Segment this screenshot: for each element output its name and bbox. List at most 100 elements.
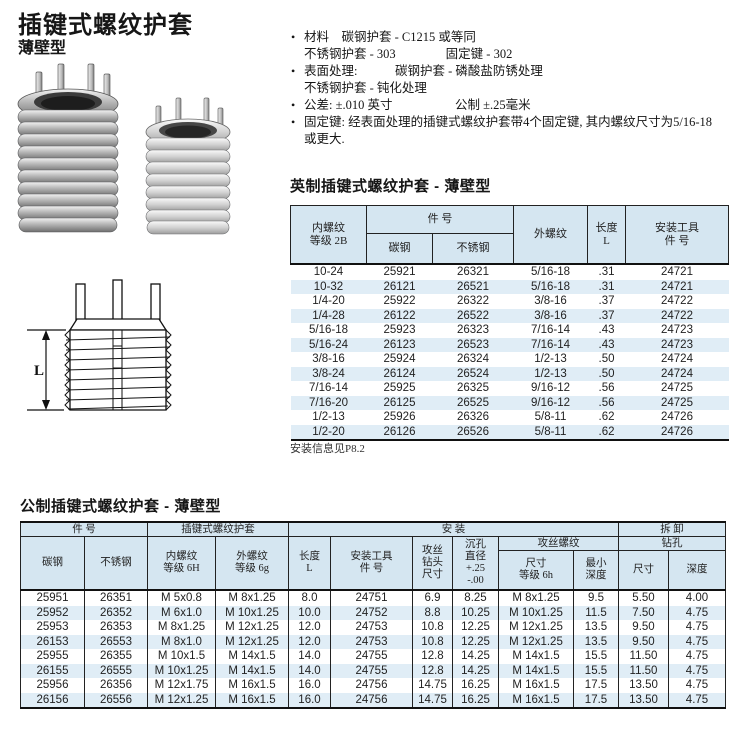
table-cell: 17.5 <box>573 692 619 709</box>
table-cell: 26556 <box>84 692 148 709</box>
table-row: 25955 26355 M 10x1.5 M 14x1.5 14.0 24755 12.8 1… <box>20 649 726 664</box>
table-cell: 24725 <box>661 382 693 395</box>
table-cell: 24752 <box>330 605 413 620</box>
l-dimension-label: L <box>34 363 44 379</box>
table-cell: 26323 <box>457 324 489 337</box>
table-cell: 7/16-14 <box>530 324 570 337</box>
table-cell: .37 <box>587 308 626 323</box>
table-cell: 24724 <box>661 353 693 366</box>
table-cell: 25951 <box>20 589 85 606</box>
table-cell: 9/16-12 <box>513 395 588 410</box>
table-cell: 24723 <box>625 337 729 352</box>
table-row: 25951 26351 M 5x0.8 M 8x1.25 8.0 24751 6.9 8.25… <box>20 589 726 606</box>
table-cell: 1/4-20 <box>312 295 345 308</box>
table-cell: 3/8-16 <box>513 308 588 323</box>
table-cell: 8.0 <box>288 589 331 606</box>
table-cell: .31 <box>587 263 626 280</box>
column-header: 尺寸 等级 6h <box>498 550 574 591</box>
column-header: 沉孔 直径 +.25 -.00 <box>452 536 499 591</box>
bullet-dot: • <box>291 64 296 78</box>
table-cell: M 12x1.25 <box>147 692 216 709</box>
table-cell: 1/4-28 <box>290 308 367 323</box>
table-cell: 26324 <box>457 353 489 366</box>
table-row: 25953 26353 M 8x1.25 M 12x1.25 12.0 24753 10.8… <box>20 620 726 635</box>
column-header: 最小 深度 <box>573 550 619 591</box>
table-cell: 9/16-12 <box>530 382 570 395</box>
bullet-dot: • <box>291 98 296 112</box>
table-cell: 26322 <box>457 295 489 308</box>
table-cell: 11.50 <box>618 649 669 664</box>
table-cell: 1/2-13 <box>534 353 567 366</box>
table-cell: 4.75 <box>668 663 726 678</box>
table-cell: 26326 <box>457 411 489 424</box>
table-cell: 26523 <box>432 337 514 352</box>
table-row: 7/16-14 25925 26325 9/16-12 .56 24725 <box>291 381 729 396</box>
table-cell: 7.50 <box>618 605 669 620</box>
dimension-diagram: L <box>27 279 172 411</box>
table-cell: 3/8-16 <box>312 353 345 366</box>
table-cell: 12.0 <box>288 634 331 649</box>
table-cell: 11.5 <box>573 605 619 620</box>
table-cell: M 16x1.5 <box>498 678 574 693</box>
table-cell: 26155 <box>20 663 85 678</box>
table-cell: M 16x1.5 <box>215 692 289 709</box>
table-cell: 5/8-11 <box>513 424 588 441</box>
table-cell: 24726 <box>661 411 693 424</box>
table-cell: 24721 <box>625 279 729 294</box>
table-cell: 26522 <box>432 308 514 323</box>
table-cell: 4.75 <box>668 678 726 693</box>
table-row: 1/2-13 25926 26326 5/8-11 .62 24726 <box>291 410 729 425</box>
table-row: 3/8-16 25924 26324 1/2-13 .50 24724 <box>291 352 729 367</box>
table-cell: 3/8-24 <box>290 366 367 381</box>
table-cell: 14.25 <box>452 663 499 678</box>
table-cell: 8.25 <box>452 589 499 606</box>
table-cell: M 8x1.0 <box>147 634 216 649</box>
table-cell: 24755 <box>330 663 413 678</box>
table-cell: 8.8 <box>412 605 453 620</box>
column-header: 插键式螺纹护套 <box>147 521 289 537</box>
table-cell: M 10x1.25 <box>215 605 289 620</box>
bullet-item: • 表面处理: 碳钢护套 - 磷酸盐防锈处理 不锈钢护套 - 钝化处理 <box>291 63 743 97</box>
table-cell: .43 <box>587 337 626 352</box>
column-header: 件 号 <box>366 205 514 234</box>
table-cell: 13.5 <box>573 634 619 649</box>
table-cell: 25952 <box>20 605 85 620</box>
table-cell: 26521 <box>432 279 514 294</box>
table-cell: 13.5 <box>573 620 619 635</box>
table-row: 1/2-20 26126 26526 5/8-11.62 24726 <box>290 424 729 441</box>
table-cell: 25922 <box>383 295 416 308</box>
table-cell: 10.0 <box>288 605 331 620</box>
table-cell: 4.75 <box>668 692 726 709</box>
table-cell: 5/16-18 <box>513 279 588 294</box>
table-cell: M 12x1.25 <box>215 634 289 649</box>
table-cell: M 12x1.25 <box>498 634 574 649</box>
bullet-dot: • <box>291 30 296 44</box>
table-cell: 14.75 <box>412 678 453 693</box>
table-cell: .50 <box>587 366 626 381</box>
column-header: 不锈钢 <box>432 233 514 265</box>
table-cell: 26126 <box>366 424 433 441</box>
table-cell: 4.75 <box>668 620 726 635</box>
column-header: 安装工具件 号 <box>625 205 729 265</box>
table-cell: 26353 <box>84 620 148 635</box>
column-header: 长度 L <box>587 205 626 265</box>
table-cell: 12.8 <box>412 663 453 678</box>
bullet-text: 材料 碳钢护套 - C1215 或等同 不锈钢护套 - 303 固定键 - 302 <box>304 30 513 61</box>
table-row: 25956 26356 M 12x1.75 M 16x1.5 16.0 24756 14.7… <box>20 678 726 693</box>
table-cell: M 12x1.75 <box>147 678 216 693</box>
bullet-item: • 固定键: 经表面处理的插键式螺纹护套带4个固定键, 其内螺纹尺寸为5/16-1… <box>291 114 743 148</box>
table-row: 25952 26352 M 6x1.0 M 10x1.25 10.0 24752 8.8 10… <box>20 605 726 620</box>
table-cell: M 6x1.0 <box>147 605 216 620</box>
table-cell: 24751 <box>330 589 413 606</box>
bullet-item: • 材料 碳钢护套 - C1215 或等同 不锈钢护套 - 303 固定键 - 30… <box>291 29 743 63</box>
table-cell: 25955 <box>20 649 85 664</box>
table-cell: 10.8 <box>412 620 453 635</box>
column-header: 碳钢 <box>20 536 85 591</box>
imperial-section-title: 英制插键式螺纹护套 - 薄壁型 <box>290 178 491 195</box>
table-row: 26155 26555 M 10x1.25 M 14x1.5 14.0 24755 12.8… <box>20 663 726 678</box>
insert-photo-large <box>17 63 119 233</box>
table-cell: 14.0 <box>288 663 331 678</box>
column-header: 外螺纹 等级 6g <box>215 536 289 591</box>
bullet-text: 公差: ±.010 英寸 公制 ±.25毫米 <box>304 98 531 112</box>
table-row: 10-24 25921 26321 5/16-18.31 24721 <box>290 263 729 280</box>
